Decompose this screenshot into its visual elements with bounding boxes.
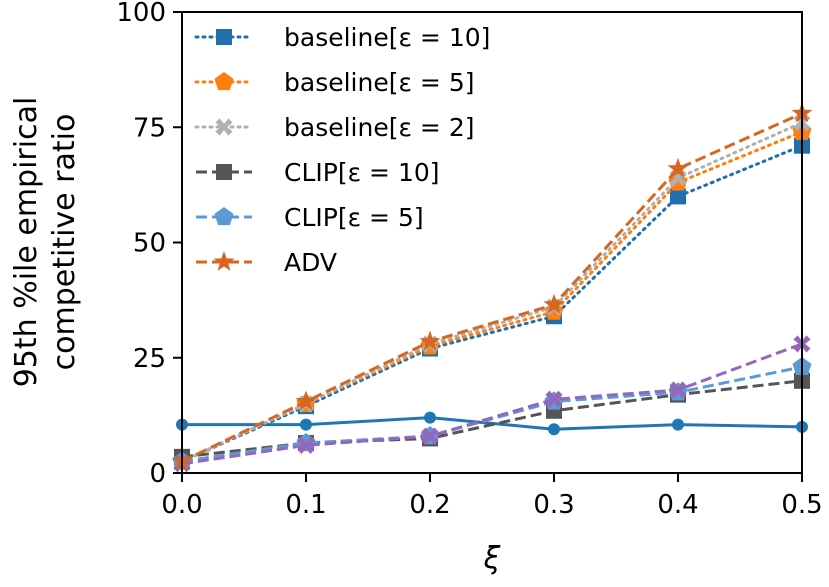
- y-tick-label: 25: [133, 344, 166, 374]
- data-point: [669, 381, 687, 399]
- y-axis-label-line-2: competitive ratio: [47, 114, 82, 371]
- series-clip-5: [172, 356, 812, 470]
- legend-entry: baseline[ε = 10]: [194, 23, 490, 52]
- legend-marker: [214, 207, 234, 226]
- y-axis-label-line-1: 95th %ile empirical: [9, 97, 44, 388]
- data-point: [300, 418, 312, 431]
- legend-marker: [215, 118, 233, 136]
- legend-label: baseline[ε = 10]: [284, 23, 490, 52]
- legend: baseline[ε = 10] baseline[ε = 5] baseline[…: [194, 23, 490, 277]
- plot-frame: [181, 11, 803, 474]
- y-tick-label: 50: [133, 229, 166, 259]
- legend-marker: [216, 164, 232, 180]
- legend-entry: ADV: [196, 248, 337, 277]
- x-tick-label: 0.4: [657, 490, 698, 520]
- data-point: [295, 390, 317, 411]
- data-point: [419, 330, 441, 351]
- legend-entry: baseline[ε = 5]: [194, 68, 474, 97]
- data-point: [421, 427, 439, 445]
- data-point: [424, 411, 436, 424]
- y-tick-label: 75: [133, 113, 166, 143]
- legend-label: CLIP[ε = 5]: [284, 203, 424, 232]
- legend-label: ADV: [284, 248, 337, 277]
- legend-marker: [214, 72, 234, 91]
- y-tick-label: 100: [116, 0, 166, 28]
- legend-entry: CLIP[ε = 5]: [196, 203, 424, 232]
- legend-label: CLIP[ε = 10]: [284, 158, 440, 187]
- x-tick-label: 0.2: [409, 490, 450, 520]
- series-line: [180, 121, 804, 463]
- data-point: [543, 293, 565, 314]
- series-line: [181, 342, 803, 466]
- legend-label: baseline[ε = 5]: [284, 68, 474, 97]
- series-purple-dashed: [173, 335, 811, 473]
- data-point: [672, 418, 684, 431]
- x-tick-label: 0.3: [533, 490, 574, 520]
- series-line: [181, 112, 803, 463]
- x-tick-label: 0.1: [285, 490, 326, 520]
- x-axis-label: ξ: [483, 541, 501, 576]
- series-adv: [171, 102, 813, 471]
- data-point: [667, 157, 689, 178]
- y-tick-label: 0: [149, 459, 166, 489]
- x-tick-label: 0.0: [161, 490, 202, 520]
- data-point: [545, 390, 563, 408]
- series-layer: [171, 102, 813, 473]
- series-line: [181, 365, 803, 463]
- legend-marker: [213, 251, 235, 271]
- x-tick-label: 0.5: [781, 490, 822, 520]
- data-point: [548, 423, 560, 436]
- series-line: [180, 130, 804, 463]
- series-line: [180, 144, 804, 463]
- legend-entry: CLIP[ε = 10]: [196, 158, 440, 187]
- y-axis-label: 95th %ile empirical competitive ratio: [9, 97, 82, 388]
- data-point: [297, 436, 315, 454]
- legend-entry: baseline[ε = 2]: [194, 113, 474, 142]
- ticks-layer: 0.0 0.1 0.2 0.3 0.4 0.5 0 25 50 75 100: [116, 0, 822, 520]
- data-point: [670, 188, 686, 205]
- legend-label: baseline[ε = 2]: [284, 113, 474, 142]
- legend-marker: [216, 29, 232, 45]
